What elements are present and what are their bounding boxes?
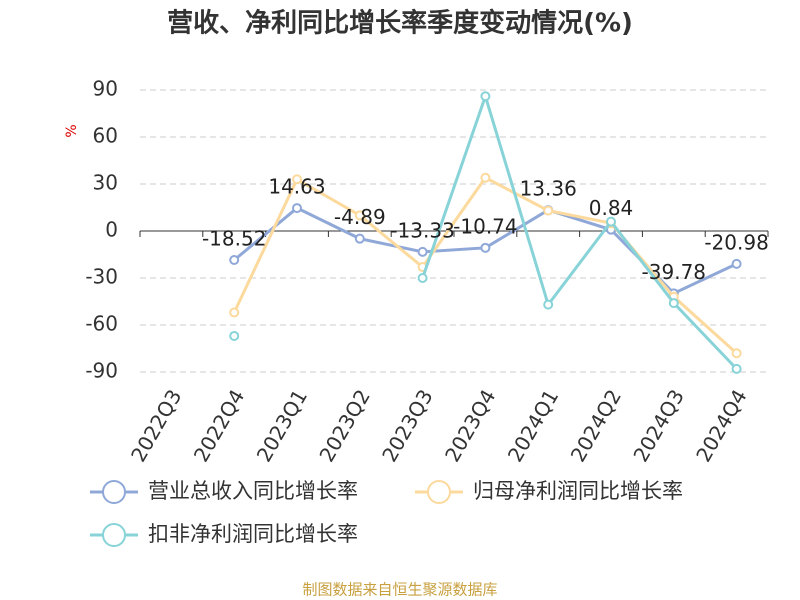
x-tick-label: 2024Q4 <box>691 385 751 466</box>
data-point <box>292 174 302 185</box>
data-label: -13.33 <box>390 218 454 242</box>
x-tick-label: 2023Q2 <box>314 385 374 466</box>
legend-marker <box>102 480 126 504</box>
data-label: -20.98 <box>704 230 768 254</box>
data-label: -18.52 <box>202 227 266 251</box>
y-tick-label: -60 <box>85 312 118 336</box>
data-point <box>731 348 742 359</box>
data-point <box>480 91 491 102</box>
x-tick-label: 2023Q3 <box>377 385 437 466</box>
x-tick-label: 2023Q1 <box>252 385 312 466</box>
x-tick-label: 2024Q3 <box>628 385 688 466</box>
data-point <box>543 205 554 216</box>
chart-title: 营收、净利同比增长率季度变动情况(%) <box>167 8 633 39</box>
data-label: -10.74 <box>453 214 517 238</box>
legend-marker <box>102 523 126 547</box>
x-tick-label: 2022Q4 <box>189 385 249 466</box>
data-label: 0.84 <box>589 196 634 220</box>
y-tick-label: 60 <box>93 124 118 148</box>
x-tick-label: 2024Q2 <box>566 385 626 466</box>
legend-label: 营业总收入同比增长率 <box>148 479 358 503</box>
legend-label: 归母净利润同比增长率 <box>473 479 683 503</box>
series-line <box>421 91 738 370</box>
data-point <box>417 273 428 283</box>
data-point <box>229 307 240 318</box>
legend-marker <box>427 480 451 504</box>
data-point <box>354 210 365 221</box>
y-tick-label: 0 <box>105 218 118 242</box>
data-label: -39.78 <box>642 260 706 284</box>
x-tick-label: 2023Q4 <box>440 385 500 466</box>
data-point <box>354 233 365 244</box>
data-point <box>543 299 554 310</box>
data-point <box>668 298 679 309</box>
y-tick-label: 90 <box>93 77 118 101</box>
data-point <box>417 246 428 257</box>
x-tick-label: 2024Q1 <box>503 385 563 466</box>
data-point <box>480 242 491 253</box>
y-tick-label: -30 <box>85 265 118 289</box>
data-label: -4.89 <box>334 205 386 229</box>
x-tick-label: 2022Q3 <box>126 385 186 466</box>
y-tick-label: 30 <box>93 171 118 195</box>
data-point <box>229 330 240 341</box>
data-point <box>731 363 742 374</box>
data-point <box>480 172 491 183</box>
data-point <box>229 255 240 266</box>
data-point <box>606 216 616 227</box>
source-note: 制图数据来自恒生聚源数据库 <box>302 581 497 599</box>
data-point <box>731 258 742 269</box>
y-axis-label: % <box>64 124 80 137</box>
data-point <box>292 203 302 214</box>
data-label: 14.63 <box>268 175 325 199</box>
data-label: 13.36 <box>520 177 577 201</box>
legend-label: 扣非净利润同比增长率 <box>148 522 358 546</box>
y-tick-label: -90 <box>85 359 118 383</box>
